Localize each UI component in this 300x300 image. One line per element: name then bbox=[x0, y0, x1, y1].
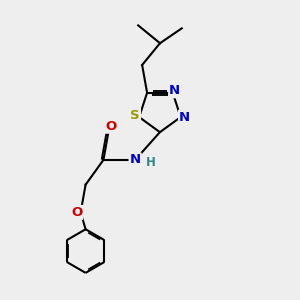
Text: N: N bbox=[169, 84, 180, 97]
Text: O: O bbox=[71, 206, 82, 219]
Text: H: H bbox=[146, 156, 156, 170]
Text: N: N bbox=[130, 153, 141, 167]
Text: N: N bbox=[179, 111, 190, 124]
Text: S: S bbox=[130, 109, 140, 122]
Text: O: O bbox=[106, 120, 117, 133]
